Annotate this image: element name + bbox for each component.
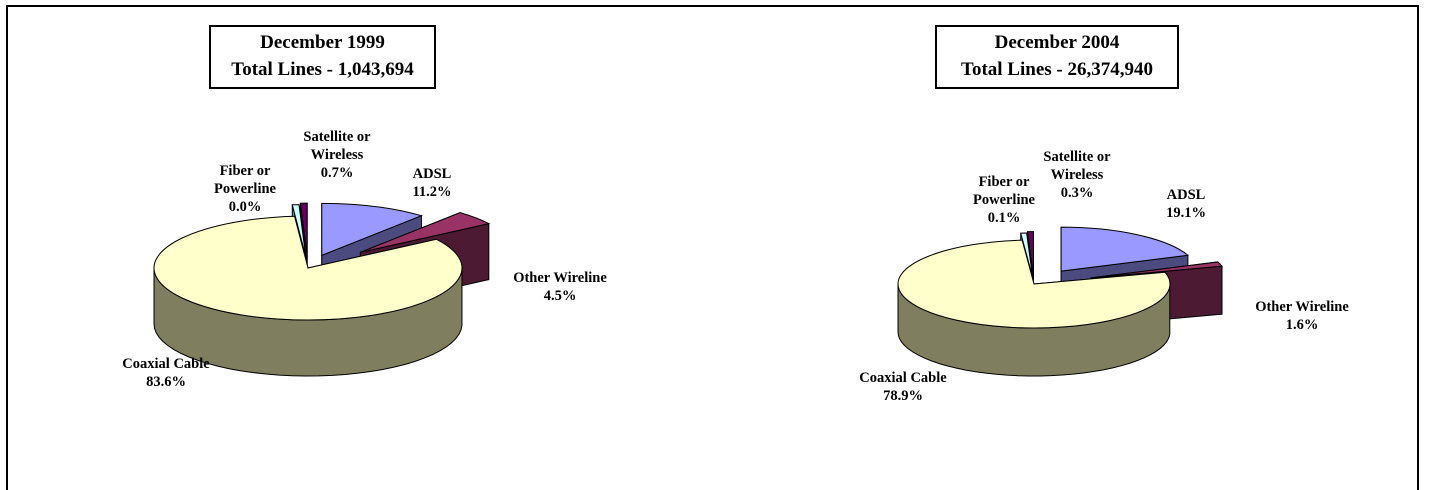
slice-label-line: ADSL: [413, 166, 452, 182]
chart-frame: [6, 5, 1419, 490]
pie-slice-top-coaxial: [153, 215, 463, 321]
slice-label-satellite: Satellite or Wireless 0.3%: [1043, 149, 1111, 201]
chart-subtitle-1999: Total Lines - 1,043,694: [231, 59, 414, 80]
chart-title-box-1999: December 1999 Total Lines - 1,043,694: [209, 25, 436, 89]
pie-slice-top-adsl: [1060, 226, 1190, 272]
slice-label-other: Other Wireline 1.6%: [1255, 299, 1349, 333]
slice-label-line: 1.6%: [1286, 317, 1319, 333]
slice-label-line: 0.1%: [988, 210, 1021, 226]
slice-label-line: Coaxial Cable: [122, 356, 210, 372]
pie-slice-top-fiber: [291, 204, 307, 257]
slice-label-line: 0.3%: [1061, 185, 1094, 201]
pie-slice-top-coaxial: [897, 239, 1171, 329]
slice-label-line: Coaxial Cable: [859, 370, 947, 386]
slice-label-coaxial: Coaxial Cable 78.9%: [859, 370, 947, 404]
slice-label-other: Other Wireline 4.5%: [513, 270, 607, 304]
chart-title-2004: December 2004: [994, 32, 1120, 53]
slice-label-adsl: ADSL 19.1%: [1166, 187, 1206, 221]
pie-slice-coaxial: [153, 215, 463, 377]
pie-slice-top-other: [360, 212, 491, 253]
slice-label-coaxial: Coaxial Cable 83.6%: [122, 356, 210, 390]
slice-label-satellite: Satellite or Wireless 0.7%: [303, 129, 371, 181]
chart-title-1999: December 1999: [260, 32, 385, 53]
slice-label-line: Satellite or: [1043, 149, 1111, 165]
slice-label-line: Wireless: [1051, 167, 1104, 183]
slice-label-line: 0.0%: [229, 199, 262, 215]
slice-label-line: Fiber or: [220, 163, 271, 179]
slice-label-line: 19.1%: [1166, 205, 1206, 221]
chart-title-box-2004: December 2004 Total Lines - 26,374,940: [935, 25, 1179, 89]
slice-label-line: 0.7%: [321, 165, 354, 181]
slice-label-line: 11.2%: [412, 184, 451, 200]
pie-chart-2004: ADSL 19.1% Other Wireline 1.6% Coaxial Cable…: [859, 149, 1349, 404]
slice-label-adsl: ADSL 11.2%: [412, 166, 451, 200]
pie-chart-1999: ADSL 11.2% Other Wireline 4.5% Coaxial Cable…: [122, 129, 607, 390]
slice-label-line: 83.6%: [146, 374, 186, 390]
pie-slice-top-adsl: [321, 202, 423, 257]
pie-slice-top-other: [1090, 261, 1224, 279]
slice-label-line: Other Wireline: [1255, 299, 1349, 315]
slice-label-line: 78.9%: [883, 388, 923, 404]
slice-label-line: Satellite or: [303, 129, 371, 145]
slice-label-line: Fiber or: [979, 174, 1030, 190]
slice-label-line: Wireless: [311, 147, 364, 163]
slice-label-line: ADSL: [1167, 187, 1206, 203]
slice-label-line: Powerline: [973, 192, 1036, 208]
chart-subtitle-2004: Total Lines - 26,374,940: [961, 59, 1153, 80]
pie-slice-top-satellite: [299, 202, 308, 256]
slice-label-line: Other Wireline: [513, 270, 607, 286]
slice-label-fiber: Fiber or Powerline 0.1%: [973, 174, 1036, 226]
pie-slice-coaxial: [897, 239, 1171, 377]
slice-label-fiber: Fiber or Powerline 0.0%: [214, 163, 277, 215]
pie-slice-top-satellite: [1026, 231, 1034, 276]
slice-label-line: 4.5%: [544, 288, 577, 304]
slice-label-line: Powerline: [214, 181, 277, 197]
